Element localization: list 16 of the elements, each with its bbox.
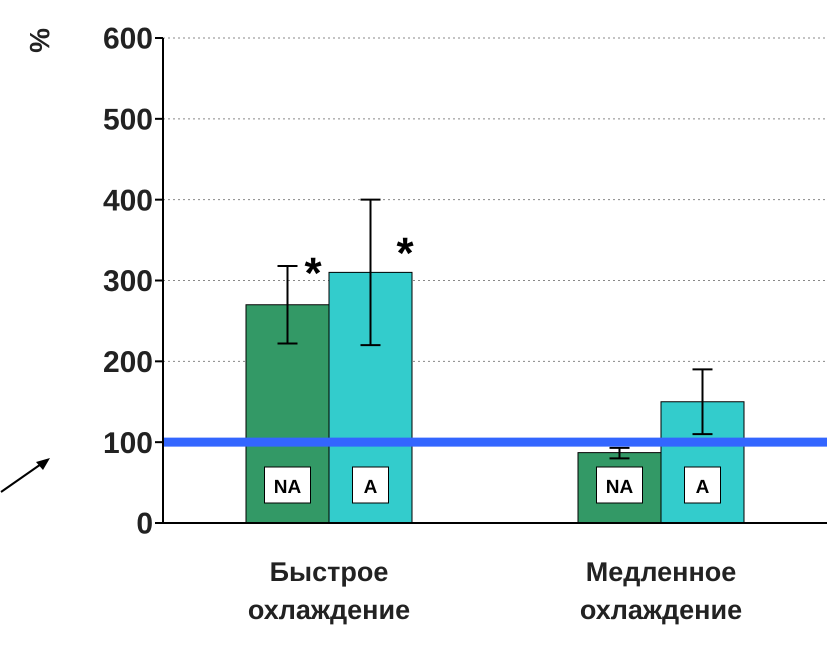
annotation: * [396, 229, 414, 278]
y-tick-label: 400 [102, 184, 153, 218]
series-label: NA [606, 477, 634, 498]
annotation: * [304, 249, 322, 298]
text: A [696, 477, 710, 498]
y-axis-title: % [24, 28, 55, 53]
y-tick-label: 600 [102, 22, 153, 56]
y-tick-label: 200 [102, 346, 153, 379]
y-tick-label: 300 [102, 265, 153, 298]
y-tick-label: 100 [102, 426, 153, 460]
x-tick-label: Быстрое охлаждение [248, 557, 410, 625]
series-label: A [364, 477, 378, 498]
y-tick-label: 0 [136, 508, 153, 541]
text: NA [274, 477, 302, 498]
y-tick-label: 500 [102, 103, 153, 136]
x-tick-label: Медленное охлаждение [580, 557, 742, 625]
